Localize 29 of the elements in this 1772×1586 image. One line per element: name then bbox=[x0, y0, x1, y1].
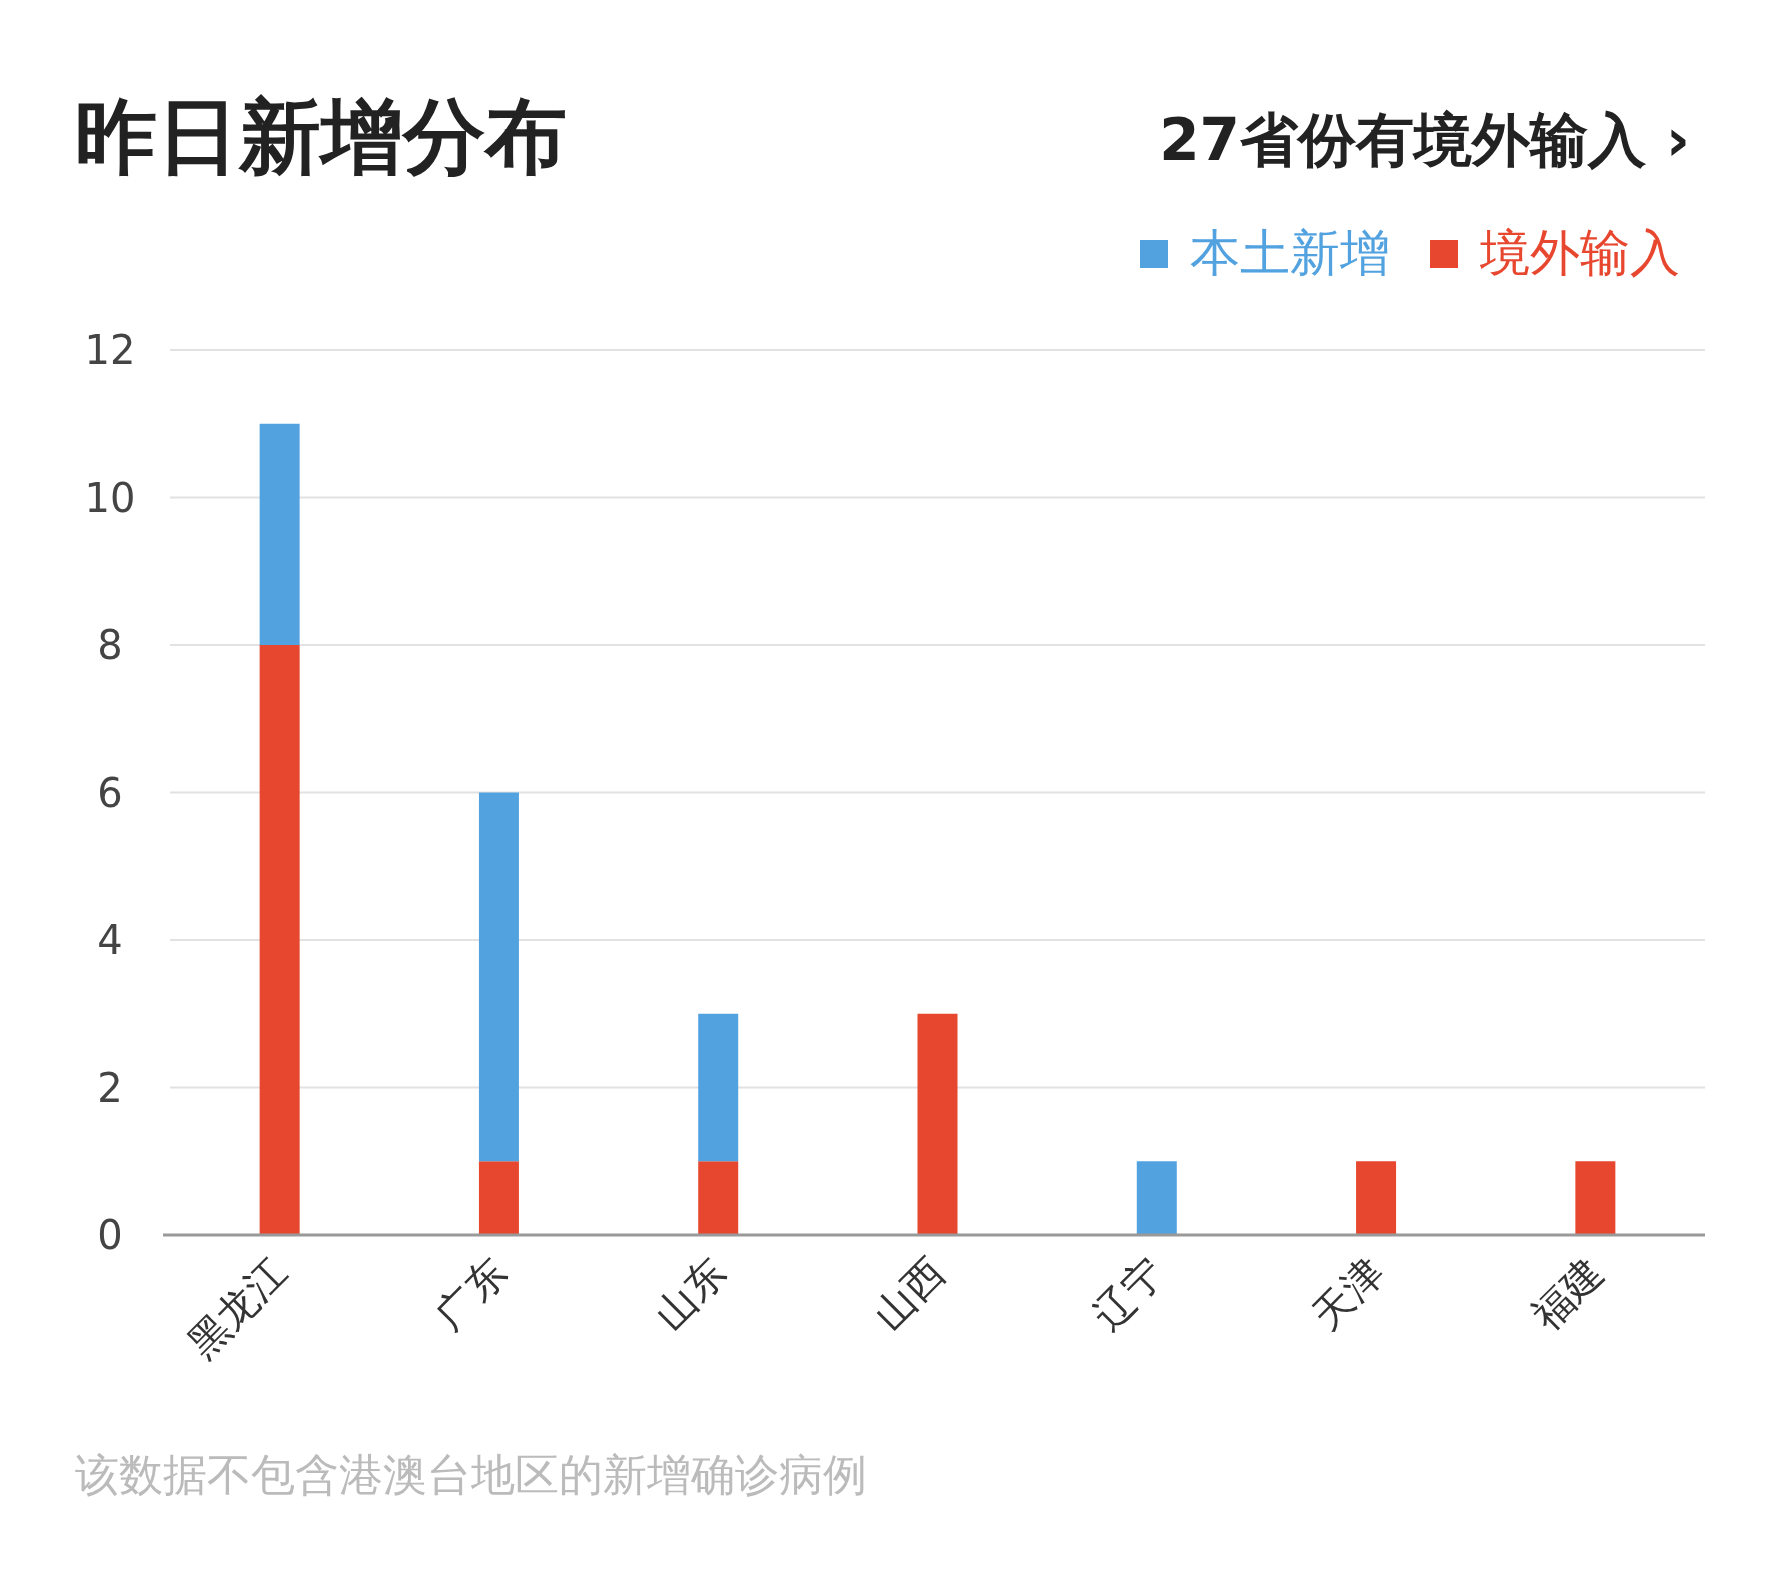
legend-label: 境外输入 bbox=[1479, 224, 1680, 282]
chart-title: 昨日新增分布 bbox=[75, 89, 567, 184]
bar bbox=[478, 792, 519, 1162]
text: 该数据不包含港澳台地区的新增确诊病例 bbox=[75, 1449, 867, 1500]
bar bbox=[698, 1013, 739, 1162]
y-tick-label: 2 bbox=[97, 1064, 123, 1111]
legend-label: 本土新增 bbox=[1190, 224, 1390, 282]
bar bbox=[259, 645, 300, 1235]
bar bbox=[917, 1013, 958, 1235]
y-tick-label: 4 bbox=[97, 917, 123, 963]
bar bbox=[1356, 1161, 1397, 1235]
bar bbox=[1575, 1161, 1616, 1235]
x-tick-label: 山东 bbox=[645, 1248, 735, 1338]
y-tick-label: 10 bbox=[84, 474, 136, 521]
y-tick-label: 0 bbox=[97, 1212, 123, 1258]
x-tick-label: 辽宁 bbox=[1084, 1248, 1174, 1338]
y-tick-label: 6 bbox=[97, 769, 123, 816]
y-tick-label: 8 bbox=[97, 622, 123, 668]
x-tick-label: 山西 bbox=[864, 1248, 954, 1338]
bar bbox=[698, 1161, 739, 1235]
x-tick-label: 广东 bbox=[426, 1248, 516, 1338]
x-tick-label: 福建 bbox=[1522, 1248, 1612, 1338]
bar bbox=[259, 423, 300, 645]
bar bbox=[1136, 1161, 1177, 1235]
y-tick-label: 12 bbox=[84, 327, 136, 373]
bar bbox=[478, 1161, 519, 1235]
x-tick-label: 黑龙江 bbox=[178, 1248, 297, 1367]
chart-subtitle: 27省份有境外输入 › bbox=[1159, 106, 1690, 174]
x-tick-label: 天津 bbox=[1303, 1248, 1393, 1338]
